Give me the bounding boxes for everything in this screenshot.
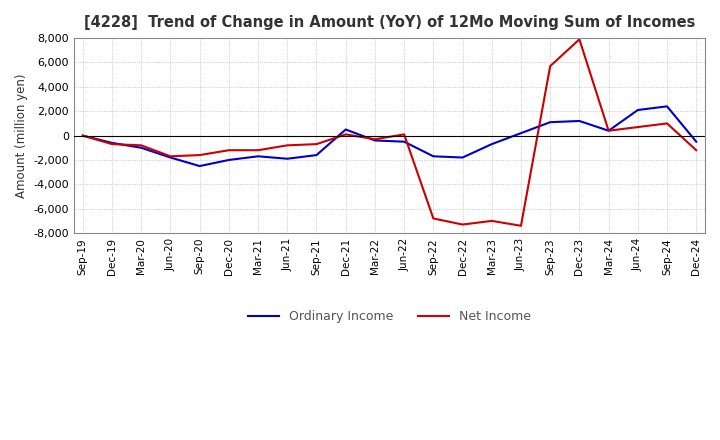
Net Income — [341, 132, 350, 137]
Line: Net Income: Net Income — [83, 39, 696, 226]
Legend: Ordinary Income, Net Income: Ordinary Income, Net Income — [243, 305, 536, 328]
Net Income — [692, 147, 701, 153]
Net Income — [283, 143, 292, 148]
Net Income — [108, 142, 117, 147]
Line: Ordinary Income: Ordinary Income — [83, 106, 696, 166]
Ordinary Income — [546, 120, 554, 125]
Ordinary Income — [692, 139, 701, 144]
Y-axis label: Amount (million yen): Amount (million yen) — [15, 73, 28, 198]
Ordinary Income — [662, 104, 671, 109]
Ordinary Income — [166, 155, 175, 160]
Ordinary Income — [429, 154, 438, 159]
Net Income — [604, 128, 613, 133]
Net Income — [458, 222, 467, 227]
Ordinary Income — [225, 158, 233, 163]
Net Income — [253, 147, 262, 153]
Net Income — [166, 154, 175, 159]
Ordinary Income — [487, 142, 496, 147]
Ordinary Income — [283, 156, 292, 161]
Ordinary Income — [312, 152, 321, 158]
Ordinary Income — [371, 138, 379, 143]
Net Income — [546, 63, 554, 69]
Net Income — [400, 132, 408, 137]
Net Income — [78, 133, 87, 138]
Net Income — [195, 152, 204, 158]
Ordinary Income — [253, 154, 262, 159]
Ordinary Income — [634, 107, 642, 113]
Net Income — [517, 223, 526, 228]
Ordinary Income — [195, 163, 204, 169]
Ordinary Income — [400, 139, 408, 144]
Ordinary Income — [137, 145, 145, 150]
Ordinary Income — [458, 155, 467, 160]
Net Income — [371, 136, 379, 142]
Net Income — [429, 216, 438, 221]
Ordinary Income — [78, 133, 87, 138]
Net Income — [137, 143, 145, 148]
Net Income — [575, 37, 584, 42]
Net Income — [487, 218, 496, 224]
Ordinary Income — [108, 140, 117, 146]
Net Income — [634, 125, 642, 130]
Net Income — [312, 142, 321, 147]
Net Income — [662, 121, 671, 126]
Net Income — [225, 147, 233, 153]
Ordinary Income — [341, 127, 350, 132]
Ordinary Income — [517, 131, 526, 136]
Ordinary Income — [604, 128, 613, 133]
Ordinary Income — [575, 118, 584, 124]
Title: [4228]  Trend of Change in Amount (YoY) of 12Mo Moving Sum of Incomes: [4228] Trend of Change in Amount (YoY) o… — [84, 15, 696, 30]
